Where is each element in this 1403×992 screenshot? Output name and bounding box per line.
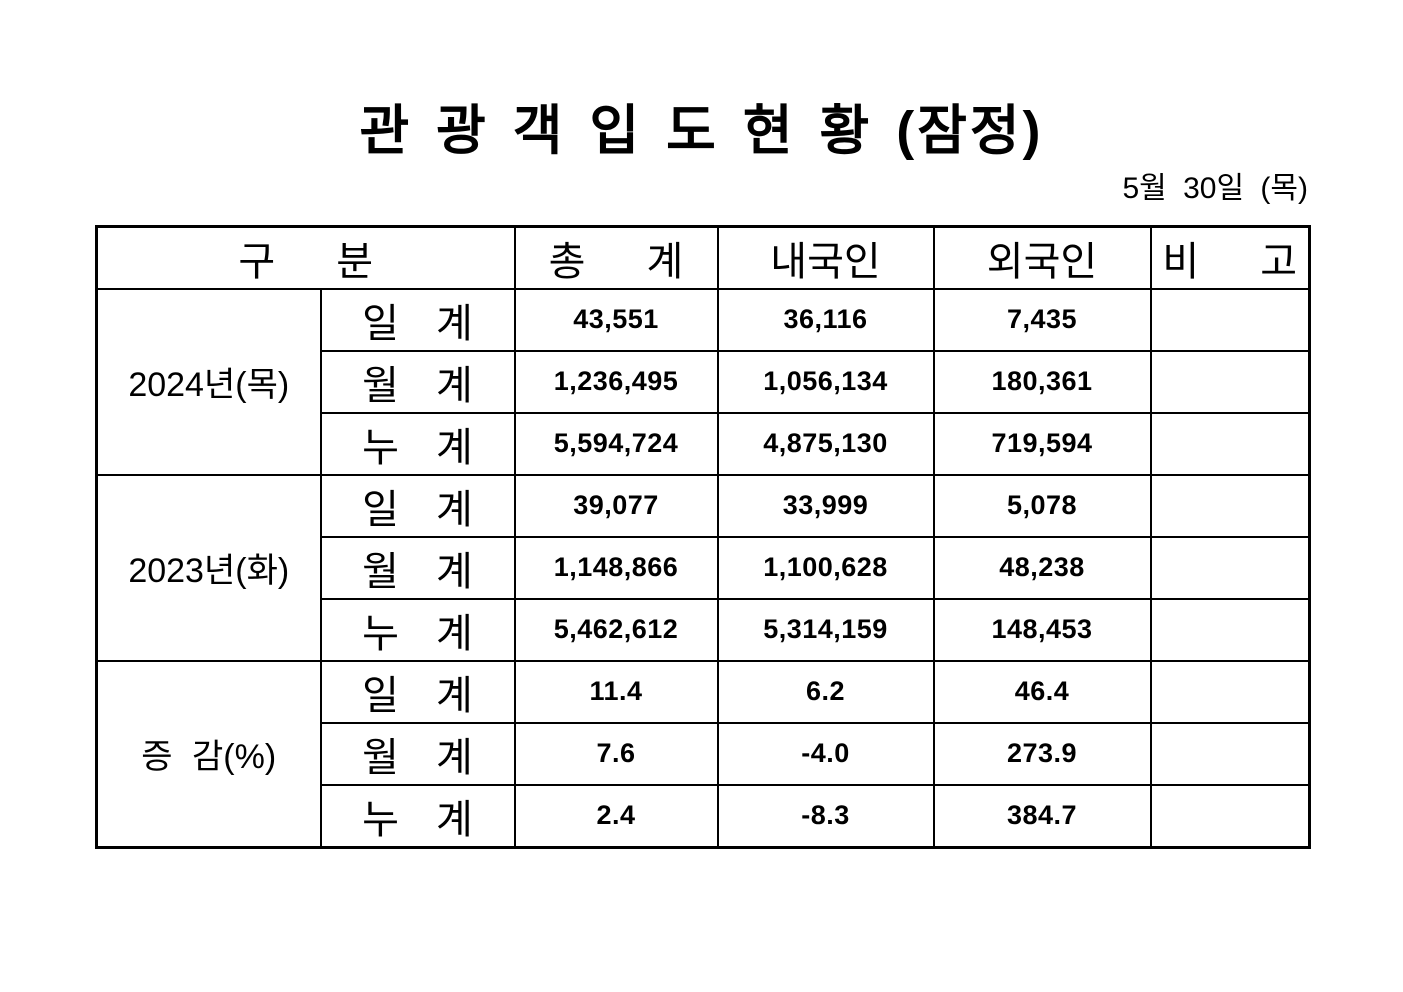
cell-domestic: 4,875,130 — [716, 411, 935, 476]
cell-remarks — [1149, 597, 1311, 662]
row-label-cumulative: 누 계 — [319, 597, 516, 662]
cell-remarks — [1149, 473, 1311, 538]
page-title: 관 광 객 입 도 현 황 (잠정) — [359, 101, 1044, 161]
tourist-arrivals-table: 구 분 총 계 내국인 외국인 비 고 2024년(목) 일 계 43,551 … — [95, 224, 1311, 849]
cell-total: 2.4 — [513, 783, 719, 848]
header-category: 구 분 — [95, 225, 516, 290]
group-label-change-pct: 증 감(%) — [95, 659, 322, 848]
cell-total: 1,236,495 — [513, 349, 719, 414]
cell-total: 1,148,866 — [513, 535, 719, 600]
header-foreign: 외국인 — [932, 225, 1152, 290]
cell-remarks — [1149, 721, 1311, 786]
cell-foreign: 7,435 — [932, 287, 1152, 352]
cell-domestic: 1,100,628 — [716, 535, 935, 600]
cell-domestic: -4.0 — [716, 721, 935, 786]
cell-total: 5,462,612 — [513, 597, 719, 662]
cell-domestic: 6.2 — [716, 659, 935, 724]
cell-foreign: 384.7 — [932, 783, 1152, 848]
cell-domestic: -8.3 — [716, 783, 935, 848]
cell-foreign: 148,453 — [932, 597, 1152, 662]
cell-domestic: 36,116 — [716, 287, 935, 352]
table-row: 누 계 5,594,724 4,875,130 719,594 — [97, 411, 1311, 476]
table-row: 누 계 5,462,612 5,314,159 148,453 — [97, 597, 1311, 662]
cell-total: 39,077 — [513, 473, 719, 538]
cell-remarks — [1149, 411, 1311, 476]
cell-foreign: 46.4 — [932, 659, 1152, 724]
cell-foreign: 180,361 — [932, 349, 1152, 414]
header-remarks: 비 고 — [1149, 225, 1311, 290]
cell-total: 5,594,724 — [513, 411, 719, 476]
table-row: 누 계 2.4 -8.3 384.7 — [97, 783, 1311, 848]
cell-total: 43,551 — [513, 287, 719, 352]
cell-remarks — [1149, 783, 1311, 848]
table-row: 2023년(화) 일 계 39,077 33,999 5,078 — [95, 473, 1311, 662]
row-label-daily: 일 계 — [319, 659, 516, 724]
cell-total: 7.6 — [513, 721, 719, 786]
table-row: 월 계 1,148,866 1,100,628 48,238 — [97, 535, 1311, 600]
row-label-cumulative: 누 계 — [319, 783, 516, 848]
header-domestic: 내국인 — [716, 225, 935, 290]
row-label-daily: 일 계 — [319, 473, 516, 538]
cell-foreign: 48,238 — [932, 535, 1152, 600]
cell-remarks — [1149, 287, 1311, 352]
table-row: 2024년(목) 일 계 43,551 36,116 7,435 — [95, 287, 1311, 476]
table-row: 월 계 1,236,495 1,056,134 180,361 — [97, 349, 1311, 414]
cell-foreign: 273.9 — [932, 721, 1152, 786]
cell-domestic: 33,999 — [716, 473, 935, 538]
table-row: 증 감(%) 일 계 11.4 6.2 46.4 — [95, 659, 1311, 848]
cell-remarks — [1149, 349, 1311, 414]
date-note: 5월 30일 (목) — [1122, 171, 1308, 205]
cell-remarks — [1149, 659, 1311, 724]
header-total: 총 계 — [513, 225, 719, 290]
cell-domestic: 5,314,159 — [716, 597, 935, 662]
row-label-cumulative: 누 계 — [319, 411, 516, 476]
cell-remarks — [1149, 535, 1311, 600]
cell-foreign: 5,078 — [932, 473, 1152, 538]
table-row: 월 계 7.6 -4.0 273.9 — [97, 721, 1311, 786]
row-label-monthly: 월 계 — [319, 721, 516, 786]
table-header-row: 구 분 총 계 내국인 외국인 비 고 — [95, 225, 1311, 290]
cell-domestic: 1,056,134 — [716, 349, 935, 414]
row-label-monthly: 월 계 — [319, 535, 516, 600]
cell-total: 11.4 — [513, 659, 719, 724]
group-label-2023: 2023년(화) — [95, 473, 322, 662]
group-label-2024: 2024년(목) — [95, 287, 322, 476]
row-label-daily: 일 계 — [319, 287, 516, 352]
row-label-monthly: 월 계 — [319, 349, 516, 414]
cell-foreign: 719,594 — [932, 411, 1152, 476]
